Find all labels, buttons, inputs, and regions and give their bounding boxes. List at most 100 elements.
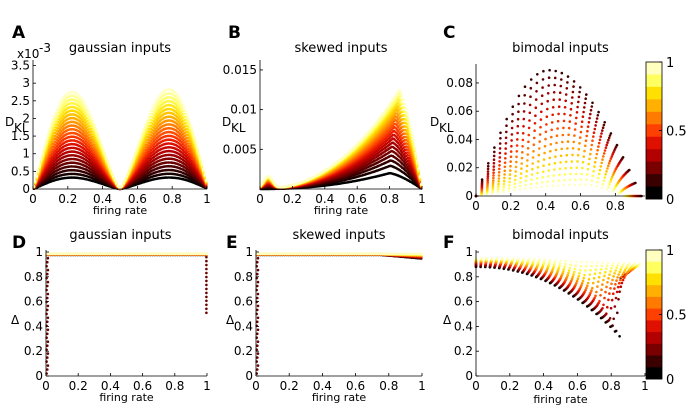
x-tick-label: 0.8	[163, 192, 182, 206]
x-tick-label: 0	[29, 192, 37, 206]
data-point	[129, 163, 133, 167]
y-tick-label: 0	[22, 182, 30, 196]
data-points	[259, 88, 423, 191]
y-scale-base: x10	[17, 47, 39, 61]
data-point	[91, 120, 95, 123]
data-point	[81, 99, 85, 103]
data-point	[123, 178, 127, 181]
data-point	[122, 181, 125, 185]
data-point	[94, 127, 98, 131]
data-point	[201, 167, 205, 171]
data-point	[102, 147, 105, 151]
data-point	[132, 156, 136, 159]
data-point	[83, 101, 86, 105]
y-tick-label: 1	[22, 147, 30, 161]
data-point	[99, 139, 102, 143]
data-point	[145, 120, 149, 123]
data-point	[190, 126, 193, 129]
data-point	[107, 163, 111, 167]
data-point	[203, 173, 206, 176]
data-point	[142, 127, 146, 131]
data-point	[155, 98, 159, 101]
data-point	[138, 139, 141, 143]
data-point	[128, 167, 131, 171]
data-point	[136, 143, 140, 147]
data-point	[42, 147, 46, 151]
data-point	[58, 102, 62, 105]
y-tick-label: 2.5	[11, 94, 30, 108]
data-point	[35, 174, 39, 178]
data-point	[90, 116, 94, 120]
data-point	[86, 107, 89, 110]
y-scale-exponent: -3	[39, 41, 51, 55]
data-point	[48, 130, 52, 133]
data-point	[126, 171, 130, 175]
data-point	[139, 135, 143, 139]
data-point	[188, 121, 192, 125]
y-axis-label-sub: KL	[14, 121, 29, 135]
data-point	[55, 108, 59, 111]
data-point	[196, 146, 199, 149]
data-point	[197, 151, 201, 154]
data-point	[110, 171, 114, 174]
data-point	[80, 97, 83, 100]
panel-label: A	[12, 23, 26, 43]
data-point	[144, 123, 147, 127]
data-point	[45, 137, 49, 140]
data-point	[152, 103, 156, 107]
x-axis-label: firing rate	[93, 204, 148, 217]
data-point	[181, 103, 185, 106]
y-tick-label: 3	[22, 76, 30, 90]
data-point	[34, 180, 37, 183]
data-point	[180, 100, 183, 103]
data-point	[135, 147, 138, 151]
data-point	[100, 143, 104, 147]
data-point	[131, 160, 134, 163]
data-point	[183, 106, 186, 109]
data-point	[38, 163, 41, 167]
data-point	[87, 110, 91, 113]
data-point	[97, 135, 101, 139]
data-point	[177, 95, 180, 98]
data-point	[120, 184, 124, 187]
data-point	[148, 112, 151, 116]
panel-title: gaussian inputs	[69, 41, 171, 56]
data-point	[36, 169, 40, 172]
data-point	[191, 130, 195, 134]
data-point	[193, 135, 196, 139]
data-point	[187, 117, 191, 121]
data-point	[199, 156, 202, 160]
data-point	[52, 115, 56, 118]
data-point	[104, 156, 108, 159]
data-point	[48, 127, 52, 131]
data-point	[194, 140, 198, 144]
data-point	[125, 175, 128, 178]
data-point	[151, 106, 154, 110]
data-point	[106, 160, 109, 163]
data-point	[47, 132, 50, 135]
data-points	[32, 88, 208, 191]
data-point	[51, 119, 54, 122]
data-point	[41, 152, 44, 156]
data-point	[109, 167, 112, 171]
x-tick-label: 1	[203, 192, 211, 206]
data-point	[200, 162, 204, 165]
data-point	[149, 109, 153, 113]
data-point	[103, 151, 107, 155]
data-point	[184, 109, 188, 113]
data-point	[204, 178, 208, 182]
data-point	[115, 181, 118, 185]
y-axis-label: D	[5, 115, 14, 129]
data-point	[141, 131, 144, 135]
data-point	[154, 100, 157, 104]
data-point	[178, 97, 182, 101]
data-point	[89, 113, 92, 116]
data-point	[112, 175, 115, 178]
data-point	[49, 123, 53, 126]
data-point	[54, 111, 57, 115]
data-point	[93, 124, 96, 127]
data-point	[57, 104, 60, 108]
